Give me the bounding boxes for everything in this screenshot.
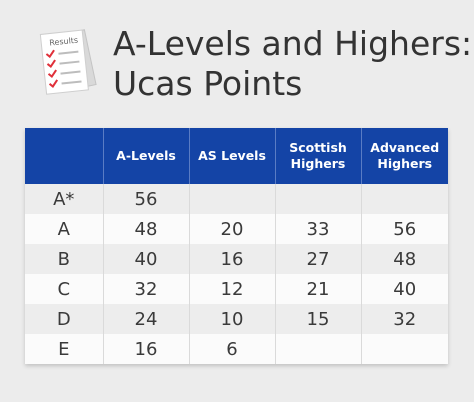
scottish-highers-cell: 15 bbox=[274, 304, 361, 334]
column-header-scottish-highers: Scottish Highers bbox=[274, 128, 361, 184]
a-levels-cell: 16 bbox=[102, 334, 189, 364]
table-row: A* 56 bbox=[25, 184, 448, 214]
as-levels-cell: 12 bbox=[188, 274, 275, 304]
as-levels-cell bbox=[188, 184, 275, 214]
grade-cell: A* bbox=[25, 184, 103, 214]
title-line-1: A-Levels and Highers: bbox=[113, 24, 473, 63]
table-row: C 32 12 21 40 bbox=[25, 274, 448, 304]
table-header-row: A-Levels AS Levels Scottish Highers Adva… bbox=[25, 128, 448, 184]
grade-cell: B bbox=[25, 244, 103, 274]
title-line-2: Ucas Points bbox=[113, 64, 303, 103]
a-levels-cell: 56 bbox=[102, 184, 189, 214]
a-levels-cell: 48 bbox=[102, 214, 189, 244]
scottish-highers-cell bbox=[274, 184, 361, 214]
advanced-highers-cell: 32 bbox=[360, 304, 448, 334]
column-header-as-levels: AS Levels bbox=[188, 128, 275, 184]
as-levels-cell: 20 bbox=[188, 214, 275, 244]
grade-cell: D bbox=[25, 304, 103, 334]
a-levels-cell: 32 bbox=[102, 274, 189, 304]
grade-cell: A bbox=[25, 214, 103, 244]
as-levels-cell: 16 bbox=[188, 244, 275, 274]
as-levels-cell: 10 bbox=[188, 304, 275, 334]
scottish-highers-cell: 33 bbox=[274, 214, 361, 244]
table-row: B 40 16 27 48 bbox=[25, 244, 448, 274]
icon-label: Results bbox=[49, 36, 79, 48]
table-row: E 16 6 bbox=[25, 334, 448, 364]
scottish-highers-cell bbox=[274, 334, 361, 364]
advanced-highers-cell: 48 bbox=[360, 244, 448, 274]
scottish-highers-cell: 21 bbox=[274, 274, 361, 304]
results-document-icon: Results bbox=[39, 29, 97, 95]
table-row: A 48 20 33 56 bbox=[25, 214, 448, 244]
column-header-grade bbox=[25, 128, 103, 184]
as-levels-cell: 6 bbox=[188, 334, 275, 364]
scottish-highers-cell: 27 bbox=[274, 244, 361, 274]
header: Results A-Levels and Highers: Ucas Point… bbox=[0, 0, 474, 120]
grade-cell: E bbox=[25, 334, 103, 364]
column-header-a-levels: A-Levels bbox=[102, 128, 189, 184]
grade-cell: C bbox=[25, 274, 103, 304]
ucas-points-table: A-Levels AS Levels Scottish Highers Adva… bbox=[25, 128, 448, 364]
advanced-highers-cell bbox=[360, 334, 448, 364]
advanced-highers-cell bbox=[360, 184, 448, 214]
column-header-advanced-highers: Advanced Highers bbox=[360, 128, 448, 184]
table-row: D 24 10 15 32 bbox=[25, 304, 448, 334]
a-levels-cell: 40 bbox=[102, 244, 189, 274]
a-levels-cell: 24 bbox=[102, 304, 189, 334]
advanced-highers-cell: 56 bbox=[360, 214, 448, 244]
page-title: A-Levels and Highers: Ucas Points bbox=[113, 24, 472, 104]
advanced-highers-cell: 40 bbox=[360, 274, 448, 304]
